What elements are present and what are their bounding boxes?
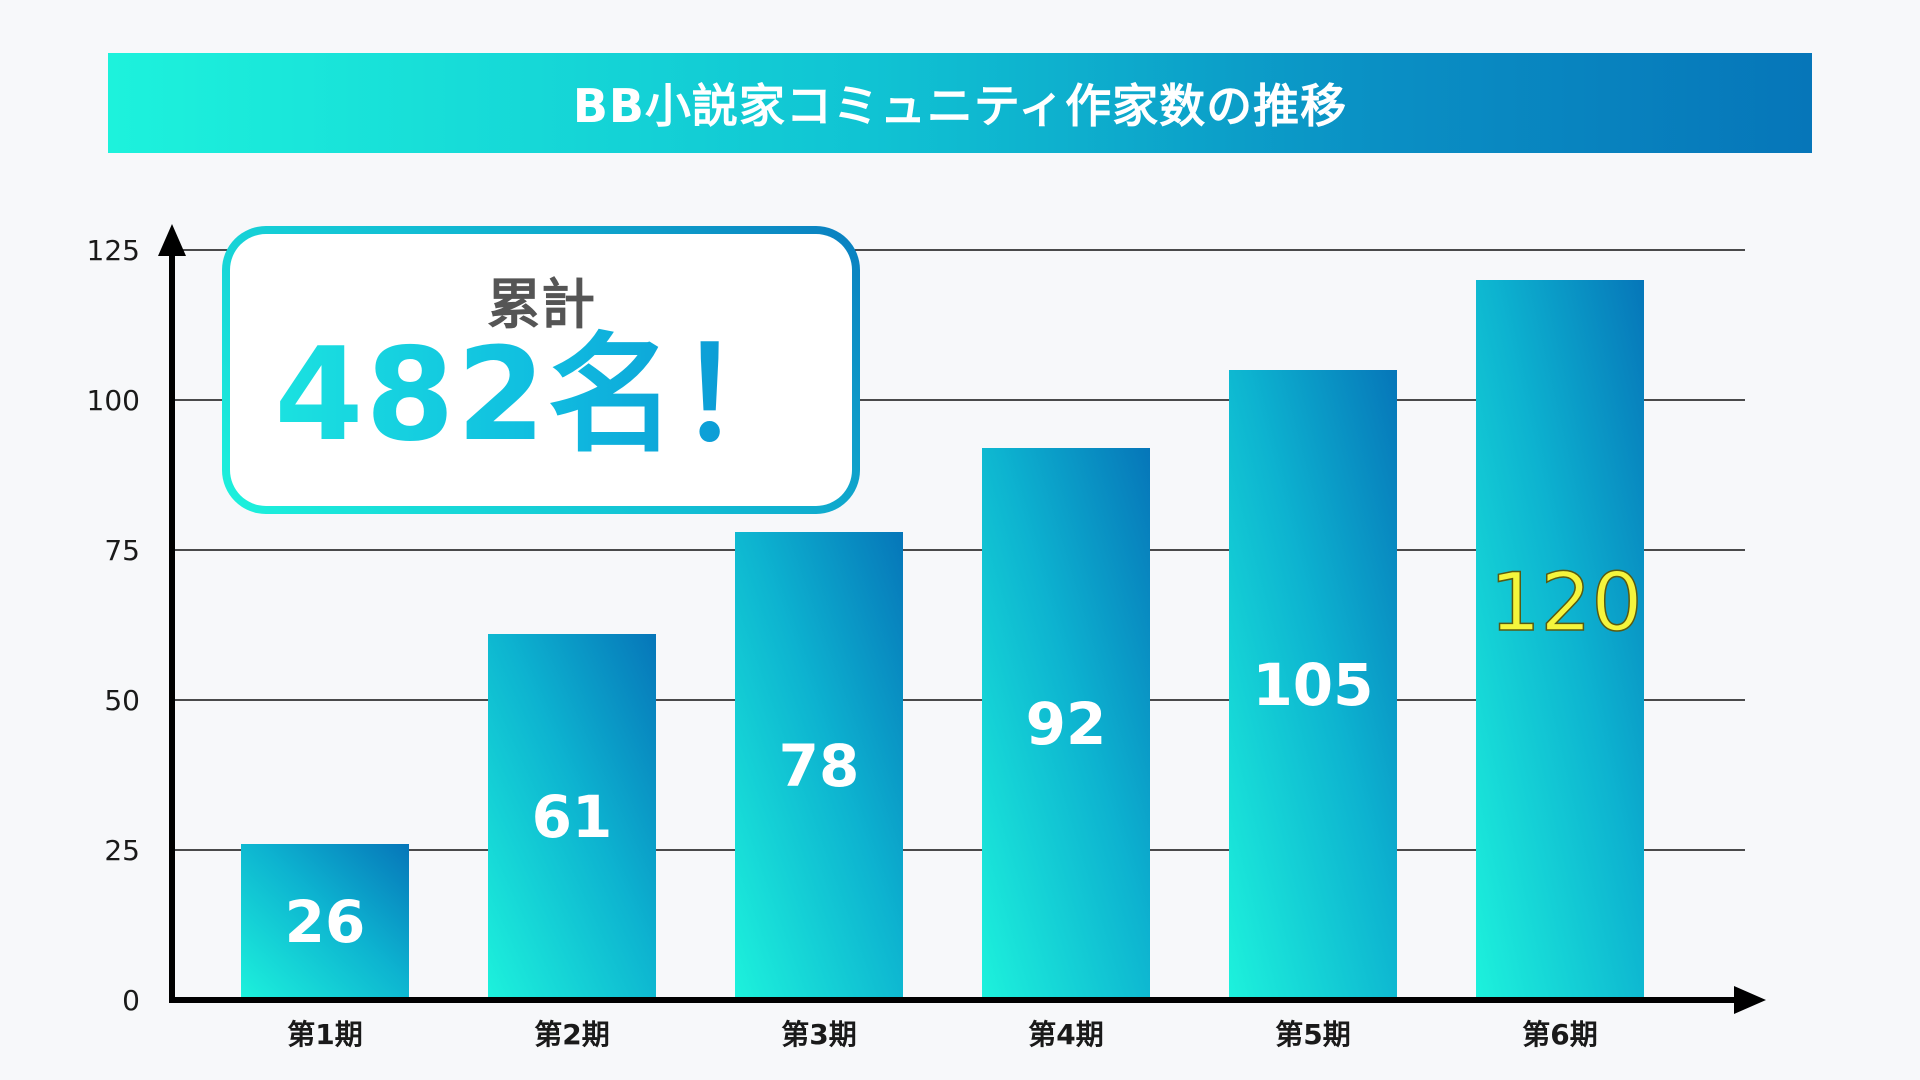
bar-2 xyxy=(488,634,656,1000)
total-caption: 累計 xyxy=(487,273,595,336)
bar-value-label: 92 xyxy=(1026,690,1107,758)
bar-3 xyxy=(735,532,903,1000)
x-tick-label: 第3期 xyxy=(781,1018,856,1051)
bar-value-label: 26 xyxy=(285,888,366,956)
x-tick-labels: 第1期 第2期 第3期 第4期 第5期 第6期 xyxy=(287,1018,1597,1051)
y-tick-label: 125 xyxy=(87,234,140,267)
x-tick-label: 第2期 xyxy=(534,1018,609,1051)
x-tick-label: 第5期 xyxy=(1275,1018,1350,1051)
total-callout: 累計 482名！ xyxy=(222,226,860,514)
bar-5 xyxy=(1229,370,1397,1000)
bar-1 xyxy=(241,844,409,1000)
y-tick-label: 75 xyxy=(104,534,140,567)
x-tick-label: 第6期 xyxy=(1522,1018,1597,1051)
chart-title: BB小説家コミュニティ作家数の推移 xyxy=(572,79,1348,133)
axes xyxy=(158,224,1766,1014)
y-tick-label: 25 xyxy=(104,834,140,867)
bar-value-label: 120 xyxy=(1490,556,1643,649)
bars xyxy=(241,280,1644,1000)
y-tick-label: 100 xyxy=(87,384,140,417)
x-tick-label: 第1期 xyxy=(287,1018,362,1051)
bar-value-label: 61 xyxy=(532,783,613,851)
bar-value-label: 105 xyxy=(1252,651,1373,719)
y-tick-label: 0 xyxy=(122,984,140,1017)
x-tick-label: 第4期 xyxy=(1028,1018,1103,1051)
bar-6 xyxy=(1476,280,1644,1000)
bar-4 xyxy=(982,448,1150,1000)
bar-value-label: 78 xyxy=(779,732,860,800)
y-tick-labels: 0 25 50 75 100 125 xyxy=(87,234,140,1017)
total-value: 482名！ xyxy=(230,326,852,466)
title-banner: BB小説家コミュニティ作家数の推移 xyxy=(108,53,1812,153)
x-axis-arrow xyxy=(1734,986,1766,1014)
y-tick-label: 50 xyxy=(104,684,140,717)
y-axis-arrow xyxy=(158,224,186,256)
data-labels: 26 61 78 92 105 120 xyxy=(285,555,1643,956)
